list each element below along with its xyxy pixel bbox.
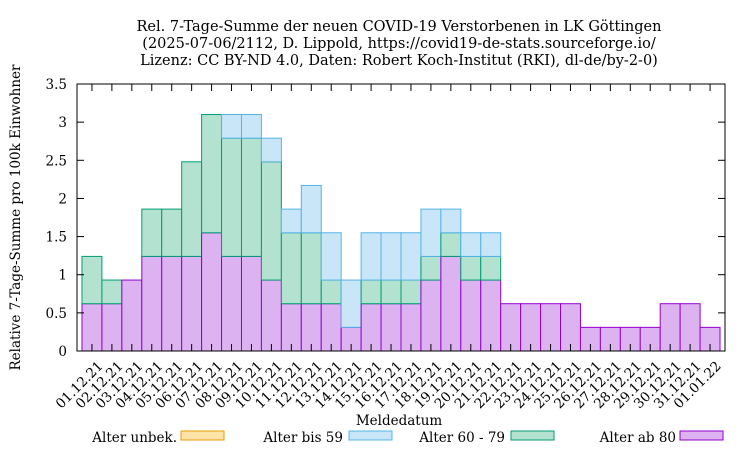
bar-segment (400, 232, 422, 281)
bar-segment (560, 303, 581, 352)
chart-title-line-1: Rel. 7-Tage-Summe der neuen COVID-19 Ver… (137, 19, 662, 35)
bar-segment (360, 279, 382, 305)
bar-segment (460, 232, 482, 257)
y-axis: 0 0.5 1 1.5 2 2.5 3 3.5 (46, 77, 725, 360)
legend-label: Alter bis 59 (262, 430, 343, 446)
y-tick-label: 1 (58, 268, 67, 284)
bar-segment (81, 303, 103, 352)
bar-segment (201, 114, 223, 234)
bar-segment (520, 303, 542, 352)
bar-segment (161, 255, 183, 352)
bar-segment (240, 255, 262, 352)
y-tick-label: 1.5 (46, 230, 67, 246)
bar-segment (320, 232, 342, 281)
bar-segment (141, 255, 163, 352)
chart-title: Rel. 7-Tage-Summe der neuen COVID-19 Ver… (137, 19, 662, 69)
bar-segment (300, 303, 322, 352)
bar-segment (320, 279, 342, 305)
bar-segment (121, 279, 143, 352)
legend-swatch (348, 430, 393, 441)
bar-segment (679, 303, 701, 352)
bar-segment (420, 279, 442, 352)
bar-segment (380, 232, 402, 281)
y-tick-label: 3 (58, 115, 67, 131)
bar-segment (400, 303, 422, 352)
x-axis-title: Meldedatum (356, 413, 443, 429)
bar-segment (260, 161, 282, 281)
bar-segment (360, 232, 382, 281)
chart-title-line-2: (2025-07-06/2112, D. Lippold, https://co… (142, 36, 656, 52)
legend-label: Alter ab 80 (599, 430, 676, 446)
bar-segment (280, 232, 302, 305)
bar-segment (161, 208, 183, 257)
bar-segment (500, 303, 522, 352)
bar-segment (181, 161, 203, 257)
bar-segment (260, 279, 282, 352)
bar-segment (440, 208, 462, 234)
bar-segment (380, 279, 402, 305)
plot-frame (76, 83, 726, 352)
y-tick-label: 0 (58, 344, 67, 360)
bar-segment (340, 279, 362, 328)
y-axis-title: Relative 7-Tage-Summe pro 100k Einwohner (8, 64, 24, 371)
bar-segment (181, 255, 203, 352)
bar-segment (221, 137, 242, 257)
bar-segment (300, 184, 322, 234)
bar-segment (240, 137, 262, 257)
bars-layer (81, 114, 721, 352)
bar-segment (221, 114, 242, 139)
bar-segment (101, 303, 123, 352)
bar-segment (320, 303, 342, 352)
bar-segment (280, 303, 302, 352)
bar-segment (460, 279, 482, 352)
chart-title-line-3: Lizenz: CC BY-ND 4.0, Daten: Robert Koch… (140, 53, 658, 69)
bar-segment (81, 255, 103, 305)
bar-segment (240, 114, 262, 139)
bar-segment (460, 255, 482, 281)
bar-segment (480, 255, 502, 281)
bar-segment (101, 279, 123, 305)
bar-segment (440, 255, 462, 352)
y-tick-label: 0.5 (46, 306, 67, 322)
y-tick-label: 2.5 (46, 153, 67, 169)
y-tick-label: 3.5 (46, 77, 67, 93)
bar-segment (480, 232, 502, 257)
bar-segment (201, 232, 223, 352)
legend-label: Alter 60 - 79 (418, 430, 505, 446)
legend-swatch (180, 430, 225, 441)
bar-segment (659, 303, 681, 352)
bar-segment (260, 137, 282, 163)
y-tick-label: 2 (58, 191, 67, 207)
bar-segment (420, 255, 442, 281)
bar-segment (400, 279, 422, 305)
bar-segment (380, 303, 402, 352)
bar-segment (141, 208, 163, 257)
bar-segment (280, 208, 302, 234)
x-axis: 01.12.2102.12.2103.12.2104.12.2105.12.21… (53, 84, 725, 412)
bar-segment (300, 232, 322, 305)
bar-segment (440, 232, 462, 257)
bar-segment (420, 208, 442, 257)
bar-segment (221, 255, 242, 352)
legend: Alter unbek. Alter bis 59 Alter 60 - 79 Alt… (91, 430, 724, 446)
bar-segment (480, 279, 502, 352)
legend-label: Alter unbek. (91, 430, 177, 446)
legend-swatch (679, 430, 724, 441)
bar-segment (360, 303, 382, 352)
bar-segment (540, 303, 562, 352)
legend-swatch (510, 430, 555, 441)
